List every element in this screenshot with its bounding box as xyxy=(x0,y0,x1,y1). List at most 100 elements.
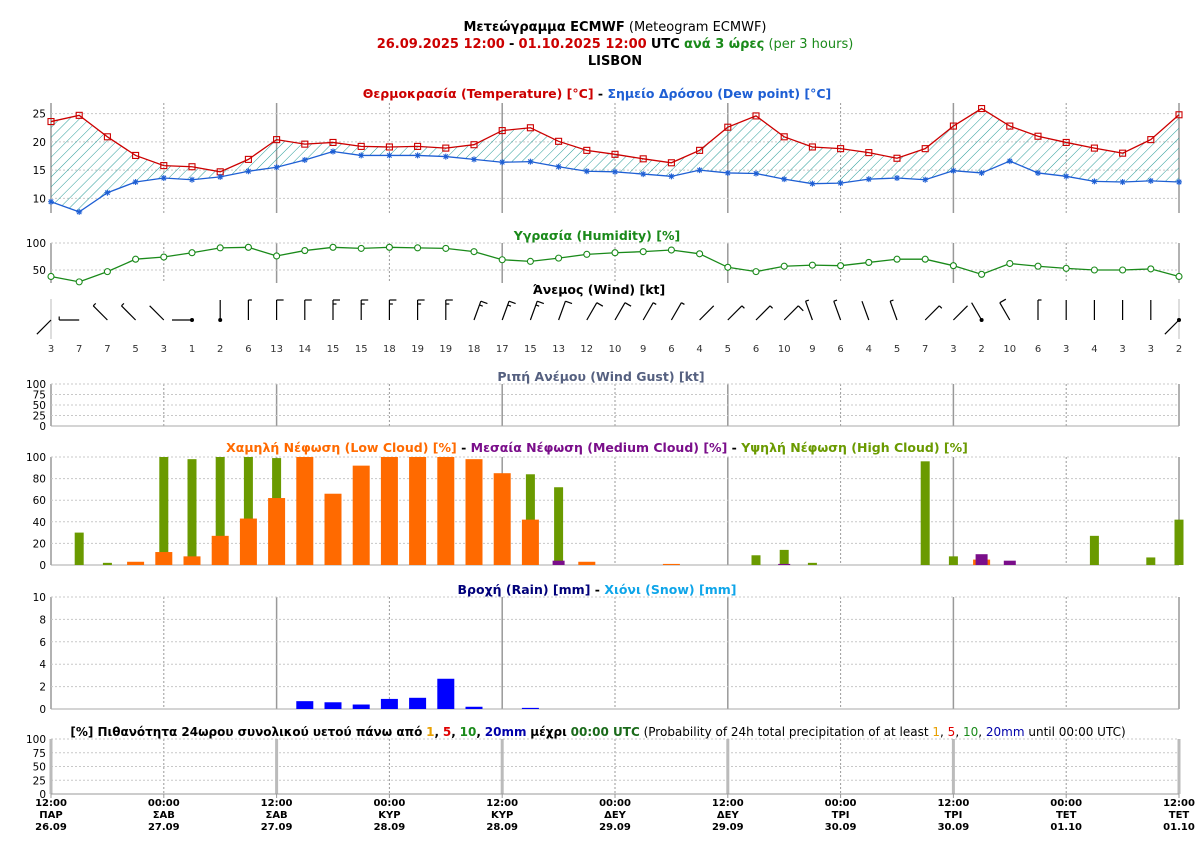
x-date-label: 01.10 xyxy=(1050,822,1082,833)
wind-speed-label: 2 xyxy=(978,344,984,355)
humidity-point xyxy=(1175,272,1183,281)
humidity-point xyxy=(414,244,422,252)
humidity-point xyxy=(611,249,619,257)
wind-calm-dot xyxy=(190,318,194,322)
dew-point-point xyxy=(301,156,308,163)
wind-barb xyxy=(614,302,626,321)
temperature-point xyxy=(724,123,732,131)
dew-point-point xyxy=(1091,178,1098,185)
temperature-ytick: 10 xyxy=(33,193,46,205)
prob-ytick: 75 xyxy=(33,748,46,760)
humidity-point xyxy=(329,243,337,251)
wind-barb xyxy=(586,302,598,321)
humidity-point xyxy=(921,255,929,263)
temperature-point xyxy=(1119,149,1127,157)
low-cloud-bar xyxy=(211,535,229,565)
wind-speed-label: 9 xyxy=(640,344,646,355)
wind-barb xyxy=(1164,319,1180,335)
wind-barb xyxy=(501,301,510,321)
gust-ytick: 25 xyxy=(33,411,46,423)
temperature-point xyxy=(1175,111,1183,119)
dew-point-point xyxy=(189,176,195,183)
humidity-point xyxy=(780,262,788,270)
low-cloud-bar xyxy=(155,552,173,565)
high-cloud-bar xyxy=(807,562,817,565)
x-time-label: 00:00 xyxy=(825,798,857,809)
wind-speed-label: 18 xyxy=(468,344,481,355)
wind-barb xyxy=(149,305,165,321)
wind-barb xyxy=(473,301,482,321)
wind-speed-label: 7 xyxy=(104,344,110,355)
wind-barb-half-flag xyxy=(805,299,810,302)
temperature-point xyxy=(301,140,309,148)
wind-calm-dot xyxy=(218,318,223,322)
prob-ytick: 25 xyxy=(33,775,46,787)
humidity-point xyxy=(498,256,506,264)
wind-speed-label: 3 xyxy=(1148,344,1154,355)
temperature-point xyxy=(1006,122,1014,130)
prob-ytick: 100 xyxy=(26,734,46,746)
temperature-ytick: 20 xyxy=(33,137,46,149)
prob-ytick: 0 xyxy=(39,789,46,801)
wind-barb xyxy=(861,301,870,321)
wind-speed-label: 10 xyxy=(778,344,791,355)
temperature-point xyxy=(188,163,196,171)
humidity-point xyxy=(385,243,393,251)
wind-speed-label: 19 xyxy=(439,344,452,355)
wind-speed-label: 1 xyxy=(189,344,195,355)
low-cloud-bar xyxy=(268,498,286,565)
wind-barb-flag xyxy=(999,298,1007,304)
wind-speed-label: 3 xyxy=(161,344,167,355)
temperature-point xyxy=(949,122,957,130)
wind-barb xyxy=(755,305,771,321)
dew-point-point xyxy=(865,176,872,183)
low-cloud-bar xyxy=(521,519,539,565)
humidity-point xyxy=(837,262,845,270)
humidity-point xyxy=(47,272,55,281)
rain-bar xyxy=(521,707,539,709)
high-cloud-bar xyxy=(948,556,958,565)
temperature-point xyxy=(385,143,393,151)
wind-barb-half-flag xyxy=(741,305,745,309)
wind-speed-label: 17 xyxy=(496,344,509,355)
wind-speed-label: 3 xyxy=(950,344,956,355)
x-day-label: ΤΡΙ xyxy=(944,810,962,821)
dew-point-point xyxy=(217,173,224,180)
wind-speed-label: 13 xyxy=(270,344,283,355)
wind-speed-label: 4 xyxy=(696,344,702,355)
wind-speed-label: 5 xyxy=(894,344,900,355)
precip-ytick: 8 xyxy=(39,614,46,626)
wind-speed-label: 6 xyxy=(837,344,843,355)
wind-speed-label: 19 xyxy=(411,344,424,355)
rain-bar xyxy=(324,702,342,709)
wind-speed-label: 13 xyxy=(552,344,565,355)
temperature-ytick: 25 xyxy=(33,109,46,121)
precip-ytick: 2 xyxy=(39,682,46,694)
temperature-point xyxy=(667,159,675,167)
humidity-point xyxy=(301,247,309,255)
wind-barb xyxy=(121,305,137,321)
humidity-point xyxy=(949,262,957,270)
medium-cloud-bar xyxy=(975,554,988,565)
low-cloud-bar xyxy=(127,561,145,565)
precip-ytick: 6 xyxy=(39,637,46,649)
high-cloud-bar xyxy=(102,562,112,565)
gust-ytick: 0 xyxy=(39,421,46,433)
humidity-point xyxy=(1062,264,1070,272)
cloud-ytick: 40 xyxy=(33,517,46,529)
temperature-point xyxy=(780,133,788,141)
temperature-point xyxy=(498,127,506,135)
temperature-point xyxy=(75,111,83,119)
wind-speed-label: 3 xyxy=(1119,344,1125,355)
chart-period: 26.09.2025 12:00 - 01.10.2025 12:00 UTC … xyxy=(377,37,854,52)
high-cloud-bar xyxy=(1174,519,1184,565)
wind-speed-label: 10 xyxy=(609,344,622,355)
humidity-point xyxy=(188,249,196,257)
x-date-label: 28.09 xyxy=(374,822,406,833)
high-cloud-bar xyxy=(215,457,225,565)
low-cloud-bar xyxy=(409,457,427,565)
humidity-point xyxy=(244,243,252,251)
x-day-label: ΤΕΤ xyxy=(1056,810,1077,821)
wind-barb xyxy=(952,305,968,321)
dew-point-point xyxy=(1119,178,1126,185)
